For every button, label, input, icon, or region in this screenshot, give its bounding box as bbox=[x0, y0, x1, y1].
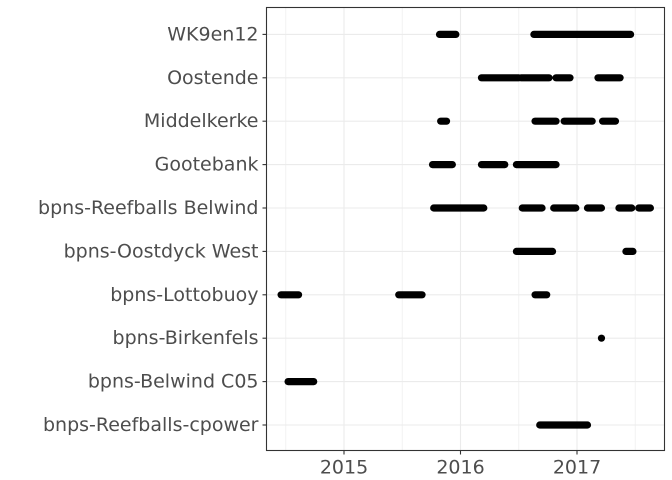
y-tick-label-gootebank: Gootebank bbox=[155, 154, 259, 176]
x-tick-label-2017: 2017 bbox=[553, 457, 601, 479]
x-axis: 2015 2016 2017 bbox=[320, 450, 601, 479]
plot-panel-border bbox=[265, 6, 666, 452]
data-marks bbox=[277, 30, 654, 429]
y-tick-label-bpns-oostdyck-west: bpns-Oostdyck West bbox=[64, 240, 259, 262]
y-axis: bnps-Reefballs-cpower bpns-Belwind C05 bpn… bbox=[38, 23, 267, 436]
y-tick-label-oostende: Oostende bbox=[167, 67, 258, 89]
x-tick-label-2016: 2016 bbox=[436, 457, 484, 479]
data-point-bpns-birkenfels bbox=[597, 334, 606, 342]
y-tick-label-bpns-birkenfels: bpns-Birkenfels bbox=[113, 327, 259, 349]
y-tick-label-middelkerke: Middelkerke bbox=[144, 110, 259, 132]
x-tick-label-2015: 2015 bbox=[320, 457, 368, 479]
y-tick-label-bpns-belwind-c05: bpns-Belwind C05 bbox=[88, 371, 259, 393]
y-tick-label-bpns-lottobuoy: bpns-Lottobuoy bbox=[110, 284, 258, 306]
y-tick-label-bpns-reefballs-belwind: bpns-Reefballs Belwind bbox=[38, 197, 258, 219]
y-tick-label-wk9en12: WK9en12 bbox=[167, 23, 258, 45]
y-tick-label-bnps-reefballs-cpower: bnps-Reefballs-cpower bbox=[43, 414, 259, 436]
